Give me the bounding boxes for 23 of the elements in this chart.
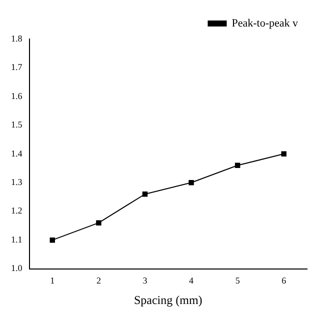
y-tick-label: 1.6 — [11, 90, 23, 101]
x-tick-label: 2 — [96, 276, 101, 286]
y-tick-label: 1.1 — [11, 234, 22, 244]
y-tick-label: 1.3 — [11, 176, 23, 187]
point — [281, 151, 286, 157]
point — [96, 220, 102, 226]
point — [142, 191, 148, 197]
y-tick-label: 1.4 — [11, 148, 23, 158]
x-tick-label: 1 — [50, 276, 55, 286]
point — [50, 237, 56, 243]
y-tick-label: 1.2 — [11, 206, 22, 216]
point — [234, 162, 240, 168]
y-tick-label: 1.7 — [11, 62, 23, 72]
y-tick-label: 1.5 — [11, 120, 23, 130]
x-tick-label: 3 — [142, 276, 148, 286]
point — [188, 180, 194, 186]
y-tick-label: 1.0 — [11, 263, 23, 274]
legend-label: Peak-to-peak v — [232, 17, 298, 30]
x-axis-title: Spacing (mm) — [134, 292, 202, 307]
x-tick-label: 4 — [189, 276, 194, 286]
y-tick-label: 1.8 — [11, 33, 23, 44]
x-tick-label: 5 — [235, 276, 240, 286]
x-tick-label: 6 — [282, 276, 287, 286]
